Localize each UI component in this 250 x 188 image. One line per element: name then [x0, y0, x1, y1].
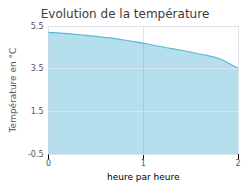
svg-text:-0.5: -0.5: [28, 150, 44, 159]
svg-text:heure par heure: heure par heure: [107, 172, 180, 182]
svg-text:3.5: 3.5: [31, 64, 44, 73]
svg-text:2: 2: [235, 159, 240, 168]
svg-text:Evolution de la température: Evolution de la température: [41, 7, 210, 21]
svg-text:1: 1: [141, 159, 146, 168]
svg-text:5.5: 5.5: [31, 22, 44, 31]
svg-text:0: 0: [46, 159, 51, 168]
svg-text:1.5: 1.5: [31, 107, 44, 116]
svg-text:Température en °C: Température en °C: [8, 48, 18, 134]
